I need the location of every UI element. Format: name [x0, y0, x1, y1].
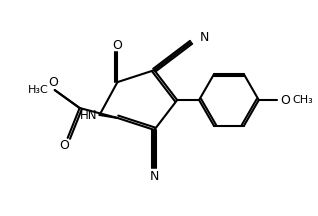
Text: CH₃: CH₃ — [293, 95, 313, 105]
Text: O: O — [59, 139, 69, 152]
Text: O: O — [48, 76, 58, 89]
Text: H₃C: H₃C — [28, 85, 49, 95]
Text: O: O — [113, 39, 122, 52]
Text: N: N — [149, 170, 159, 183]
Text: N: N — [200, 31, 210, 44]
Text: HN: HN — [80, 110, 98, 122]
Text: O: O — [281, 94, 291, 106]
